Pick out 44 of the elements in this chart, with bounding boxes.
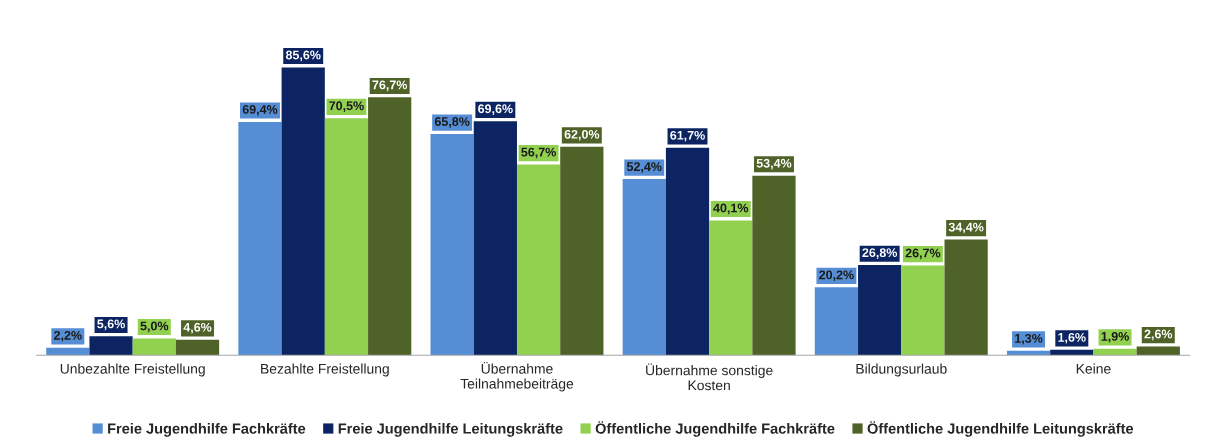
legend-label: Öffentliche Jugendhilfe Fachkräfte (595, 421, 835, 437)
data-label: 70,5% (329, 101, 364, 112)
data-label: 62,0% (564, 129, 600, 141)
data-label: 26,8% (862, 248, 898, 259)
data-label: 1,3% (1015, 333, 1043, 345)
legend-label: Öffentliche Jugendhilfe Leitungskräfte (867, 421, 1134, 437)
data-label: 2,6% (1144, 329, 1173, 341)
bar (324, 118, 369, 356)
bar (858, 265, 902, 356)
data-label: 61,7% (670, 130, 705, 142)
data-label: 20,2% (819, 270, 854, 282)
bar (473, 121, 517, 356)
data-label: 5,6% (97, 319, 125, 331)
x-tick-label: Keine (1076, 363, 1111, 374)
legend-label: Freie Jugendhilfe Fachkräfte (108, 423, 306, 437)
data-label: 40,1% (713, 203, 749, 215)
data-label: 1,9% (1101, 331, 1129, 343)
x-tick-label: Übernahme sonstige Kosten (646, 363, 773, 391)
legend-label: Freie Jugendhilfe Leitungskräfte (338, 423, 563, 437)
data-label: 69,4% (242, 105, 278, 116)
bar (622, 179, 666, 356)
data-label: 2,2% (54, 330, 82, 342)
data-label: 56,7% (521, 147, 556, 159)
data-label: 65,8% (434, 117, 470, 128)
bar (814, 287, 859, 356)
bar (132, 338, 176, 356)
bar (281, 67, 325, 356)
data-label: 52,4% (626, 162, 662, 173)
bar (368, 97, 412, 356)
data-label: 4,6% (183, 322, 212, 334)
x-tick-label: Unbezahlte Freistellung (60, 363, 205, 377)
data-label: 53,4% (756, 158, 792, 170)
x-tick-label: Bildungsurlaub (856, 363, 947, 377)
x-tick-label: Übernahme Teilnahmebeiträge (460, 361, 574, 392)
data-label: 34,4% (948, 222, 984, 234)
x-tick-label: Bezahlte Freistellung (261, 363, 389, 377)
bar (89, 336, 133, 356)
data-label: 76,7% (372, 80, 408, 92)
bar (709, 220, 753, 356)
data-label: 69,6% (478, 104, 513, 115)
data-label: 1,6% (1058, 332, 1086, 344)
data-label: 5,0% (140, 321, 169, 333)
data-label: 85,6% (285, 50, 321, 62)
data-label: 26,7% (905, 248, 941, 260)
